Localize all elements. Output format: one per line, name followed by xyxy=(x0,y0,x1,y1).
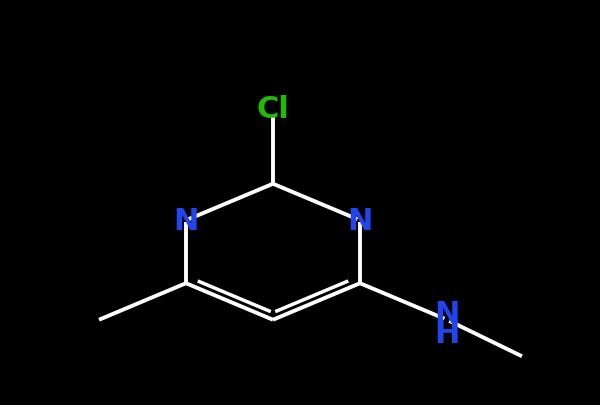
Text: Cl: Cl xyxy=(257,95,289,124)
Text: N: N xyxy=(347,206,373,235)
Text: N: N xyxy=(434,299,460,328)
Text: H: H xyxy=(434,320,460,349)
Text: N: N xyxy=(173,206,199,235)
